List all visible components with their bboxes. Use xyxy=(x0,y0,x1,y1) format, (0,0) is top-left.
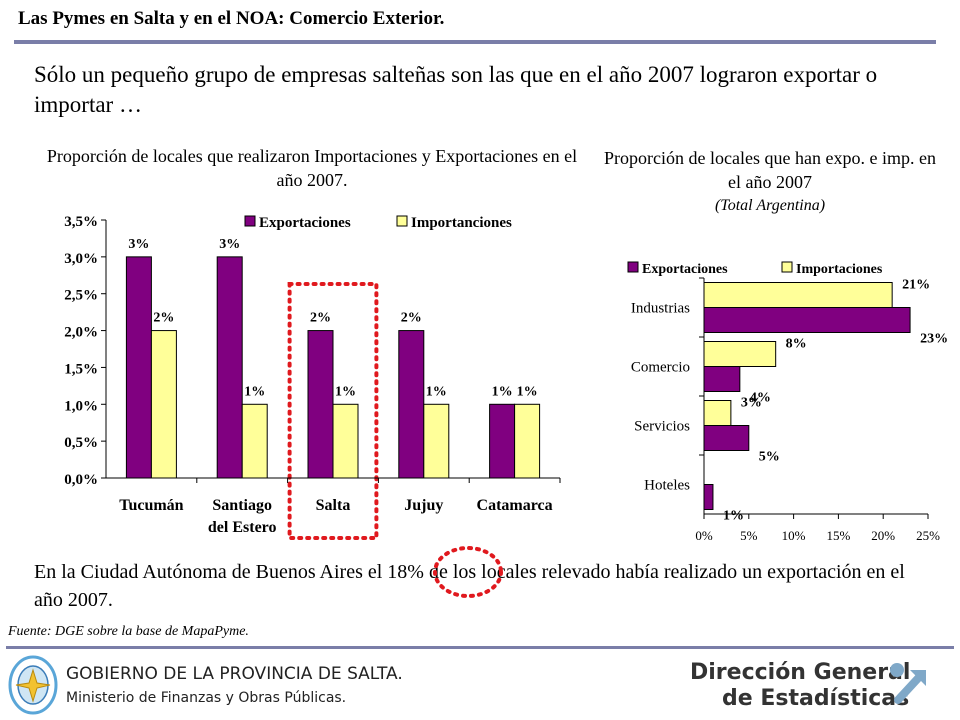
data-label: 1% xyxy=(492,384,513,399)
legend-label-importaciones: Importaciones xyxy=(796,262,883,277)
category-label: Tucumán xyxy=(119,497,183,514)
slide-title: Las Pymes en Salta y en el NOA: Comercio… xyxy=(18,8,445,29)
salta-coat-of-arms-icon xyxy=(8,655,58,715)
right-legend: Exportaciones Importaciones xyxy=(627,261,883,277)
bar-importaciones xyxy=(423,403,450,479)
y-tick-label: 3,0% xyxy=(64,251,98,267)
footer-divider xyxy=(6,646,954,649)
y-tick-label: 0,5% xyxy=(64,435,98,451)
data-label: 3% xyxy=(741,396,762,411)
bar-importaciones xyxy=(703,282,893,308)
category-label: del Estero xyxy=(208,519,277,536)
data-label: 8% xyxy=(786,337,807,352)
bar-importaciones xyxy=(703,400,732,426)
y-tick-label: 2,5% xyxy=(64,288,98,304)
legend-swatch-importaciones xyxy=(396,215,408,227)
headline-text: Sólo un pequeño grupo de empresas salteñ… xyxy=(34,62,878,117)
data-label: 1% xyxy=(517,384,538,399)
right-chart-subtitle: (Total Argentina) xyxy=(714,197,826,214)
bar-exportaciones xyxy=(125,256,152,479)
data-label: 3% xyxy=(219,237,240,252)
y-tick-label: 3,5% xyxy=(64,214,98,230)
dge-name-line2: de Estadísticas xyxy=(722,686,910,711)
x-tick-label: 0% xyxy=(695,528,713,543)
right-chart-title-block: Proporción de locales que han expo. e im… xyxy=(600,146,940,218)
data-label: 3% xyxy=(128,237,149,252)
data-label: 4% xyxy=(750,391,771,406)
legend-swatch-importaciones xyxy=(781,261,793,273)
bar-exportaciones xyxy=(398,330,425,479)
data-label: 23% xyxy=(920,332,948,347)
x-tick-label: 10% xyxy=(782,528,806,543)
x-tick-label: 20% xyxy=(871,528,895,543)
x-tick-label: 5% xyxy=(740,528,758,543)
bar-exportaciones xyxy=(703,307,911,333)
category-label: Santiago xyxy=(212,497,272,514)
data-label: 1% xyxy=(426,384,447,399)
right-bar-chart: 0% 5% 10% 15% 20% 25% Industrias 21% 23% Comercio… xyxy=(627,261,948,543)
highlight-box-salta xyxy=(287,282,379,540)
data-label: 1% xyxy=(335,384,356,399)
dge-name-line1: Dirección General xyxy=(690,660,911,685)
bar-exportaciones xyxy=(489,403,516,479)
category-label: Jujuy xyxy=(404,497,443,514)
category-label: Hoteles xyxy=(644,478,690,494)
left-bar-chart: 0,0% 0,5% 1,0% 1,5% 2,0% 2,5% 3,0% 3,5% 3% 2% Tucu… xyxy=(64,214,561,540)
title-divider xyxy=(14,40,936,44)
y-tick-label: 2,0% xyxy=(64,325,98,341)
x-tick-label: 25% xyxy=(916,528,940,543)
y-tick-label: 1,5% xyxy=(64,361,98,377)
category-label: Catamarca xyxy=(477,497,553,514)
government-name: GOBIERNO DE LA PROVINCIA DE SALTA. xyxy=(66,664,403,684)
category-label: Salta xyxy=(316,497,351,514)
bar-exportaciones xyxy=(216,256,243,479)
left-chart-title: Proporción de locales que realizaron Imp… xyxy=(46,146,578,190)
bar-importaciones xyxy=(150,330,177,479)
bar-exportaciones xyxy=(703,425,750,451)
data-label: 5% xyxy=(759,450,780,465)
data-label: 1% xyxy=(244,384,265,399)
legend-swatch-exportaciones xyxy=(627,261,639,273)
bar-importaciones xyxy=(241,403,268,479)
bar-exportaciones xyxy=(703,366,741,392)
dge-logo-icon xyxy=(890,663,926,704)
left-legend: Exportaciones Importanciones xyxy=(244,215,512,231)
source-note: Fuente: DGE sobre la base de MapaPyme. xyxy=(8,624,249,639)
data-label: 1% xyxy=(723,509,744,524)
bar-importaciones xyxy=(332,403,359,479)
data-label: 2% xyxy=(310,311,331,326)
y-tick-label: 1,0% xyxy=(64,398,98,414)
legend-label-exportaciones: Exportaciones xyxy=(259,215,351,231)
caba-note: En la Ciudad Autónoma de Buenos Aires el… xyxy=(34,561,905,611)
bar-exportaciones xyxy=(307,330,334,479)
y-tick-label: 0,0% xyxy=(64,472,98,488)
category-label: Servicios xyxy=(634,419,690,435)
data-label: 2% xyxy=(153,311,174,326)
bar-exportaciones xyxy=(703,484,714,510)
x-tick-label: 15% xyxy=(826,528,850,543)
ministry-name: Ministerio de Finanzas y Obras Públicas. xyxy=(66,690,347,706)
data-label: 2% xyxy=(401,311,422,326)
bar-importaciones xyxy=(703,341,777,367)
right-chart-title: Proporción de locales que han expo. e im… xyxy=(604,148,936,192)
category-label: Industrias xyxy=(631,301,690,317)
legend-swatch-exportaciones xyxy=(244,215,256,227)
category-label: Comercio xyxy=(631,360,690,376)
legend-label-importaciones: Importanciones xyxy=(411,215,512,231)
data-label: 21% xyxy=(902,278,930,293)
bar-importaciones xyxy=(514,403,541,479)
highlight-circle-18-percent xyxy=(433,546,503,598)
legend-label-exportaciones: Exportaciones xyxy=(642,262,728,277)
